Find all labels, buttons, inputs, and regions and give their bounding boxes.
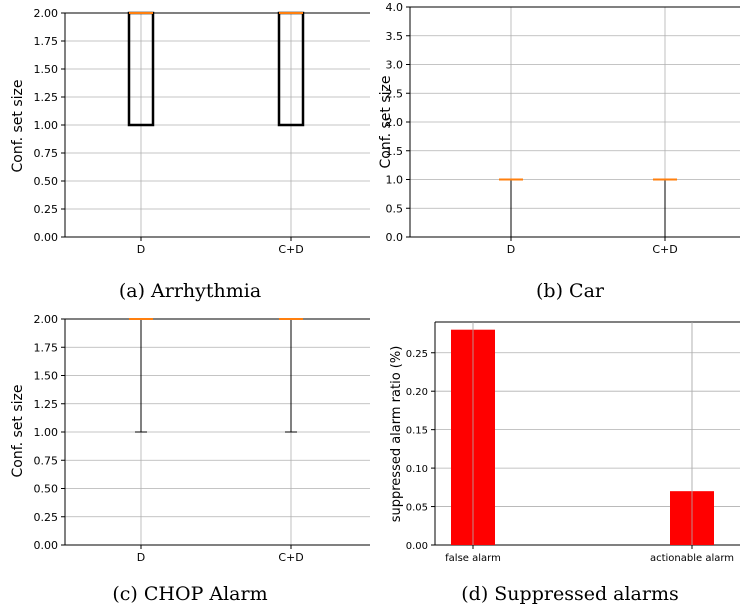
y-tick-label: 1.75 — [34, 35, 59, 48]
chart-suppressed-alarms: suppressed alarm ratio (%) 0.00 0.05 0.10 0… — [389, 321, 740, 564]
y-tick-label: 3.5 — [386, 30, 404, 43]
y-tick-label: 0.25 — [34, 203, 59, 216]
y-tick-label: 1.50 — [34, 63, 59, 76]
x-tick-label: actionable alarm — [650, 553, 734, 564]
y-tick-label: 1.0 — [386, 174, 404, 187]
y-tick-label: 1.25 — [34, 398, 59, 411]
y-tick-label: 0.10 — [406, 464, 428, 475]
y-tick-label: 0.20 — [406, 387, 428, 398]
y-tick-label: 0.25 — [406, 349, 428, 360]
y-tick-label: 0.0 — [386, 231, 404, 244]
y-tick-label: 2.00 — [34, 313, 59, 326]
y-tick-label: 0.05 — [406, 503, 428, 514]
y-tick-label: 1.50 — [34, 370, 59, 383]
y-axis-label: Conf. set size — [378, 75, 394, 168]
y-tick-label: 2.5 — [386, 87, 404, 100]
x-tick-label: C+D — [652, 243, 677, 256]
y-tick-label: 0.15 — [406, 426, 428, 437]
y-axis-label: Conf. set size — [10, 384, 26, 477]
caption-suppressed-alarms: (d) Suppressed alarms — [461, 583, 679, 605]
y-tick-label: 1.5 — [386, 145, 404, 158]
y-tick-label: 0.75 — [34, 454, 59, 467]
caption-arrhythmia: (a) Arrhythmia — [118, 280, 262, 302]
x-tick-label: D — [137, 243, 145, 256]
y-axis-label: suppressed alarm ratio (%) — [389, 346, 404, 523]
y-tick-label: 0.50 — [34, 483, 59, 496]
y-tick-label: 2.00 — [34, 7, 59, 20]
y-axis-label: Conf. set size — [10, 79, 26, 172]
y-tick-label: 0.5 — [386, 202, 404, 215]
y-tick-label: 0.75 — [34, 147, 59, 160]
y-tick-label: 0.50 — [34, 175, 59, 188]
chart-car: Conf. set size 0.0 0.5 1.0 1.5 2.0 2.5 3.0 3.5 4… — [378, 1, 740, 256]
x-tick-label: C+D — [278, 243, 303, 256]
y-tick-label: 1.75 — [34, 341, 59, 354]
y-tick-label: 3.0 — [386, 59, 404, 72]
y-tick-label: 2.0 — [386, 116, 404, 129]
y-tick-label: 4.0 — [386, 1, 404, 14]
x-tick-label: false alarm — [445, 553, 501, 564]
x-tick-label: C+D — [278, 551, 303, 564]
chart-chop-alarm: Conf. set size 0.00 0.25 0.50 0.75 1.00 1.25 1… — [10, 313, 370, 564]
y-tick-label: 1.00 — [34, 426, 59, 439]
y-tick-label: 0.25 — [34, 511, 59, 524]
y-tick-label: 1.00 — [34, 119, 59, 132]
caption-chop-alarm: (c) CHOP Alarm — [112, 583, 268, 605]
x-tick-label: D — [137, 551, 145, 564]
caption-car: (b) Car — [536, 280, 604, 302]
y-tick-label: 0.00 — [406, 541, 428, 552]
y-tick-label: 0.00 — [34, 539, 59, 552]
y-tick-label: 1.25 — [34, 91, 59, 104]
y-tick-label: 0.00 — [34, 231, 59, 244]
chart-arrhythmia: Conf. set size 0.00 0.25 0.50 0.75 1.00 1.25 1… — [10, 7, 370, 256]
x-tick-label: D — [507, 243, 515, 256]
